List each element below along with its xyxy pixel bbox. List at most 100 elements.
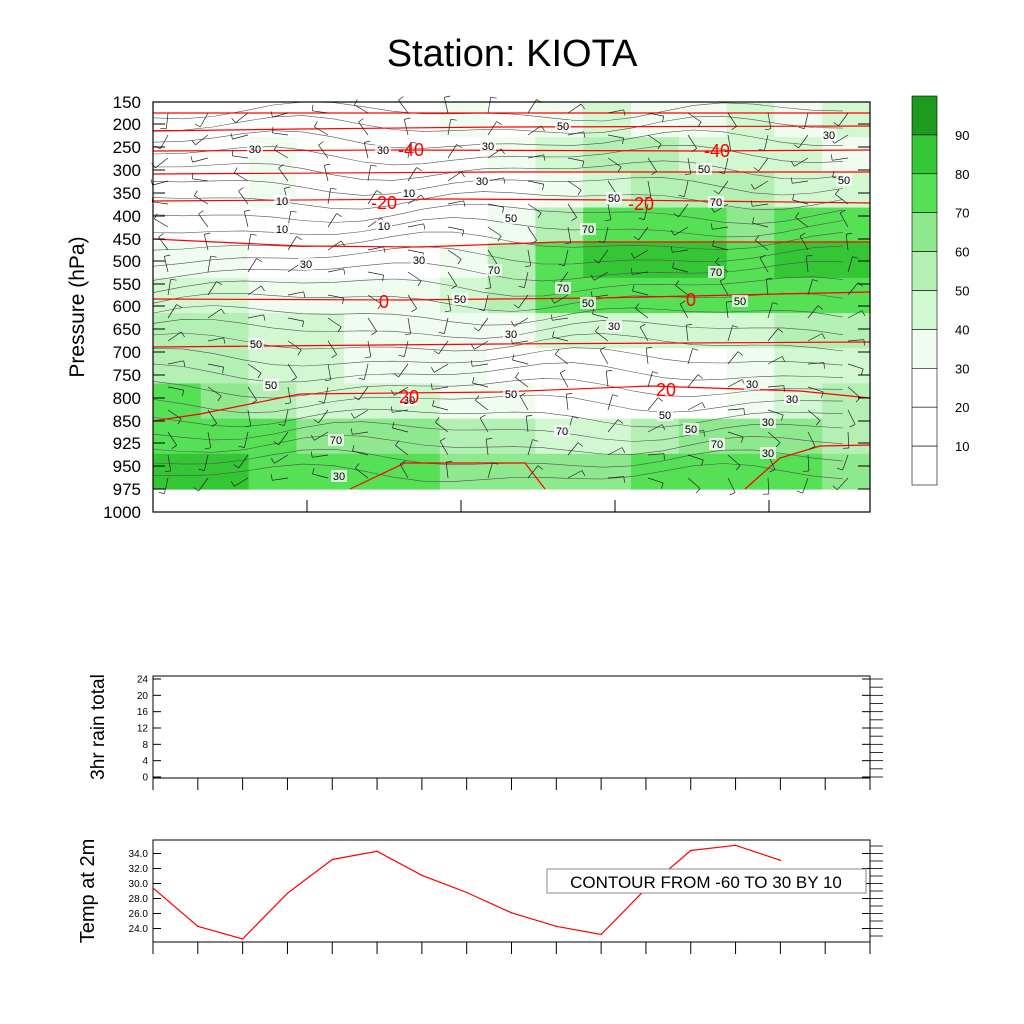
wind-barb bbox=[192, 157, 209, 163]
temp-contour-label: -40 bbox=[398, 140, 424, 160]
wind-barb bbox=[847, 386, 861, 398]
wind-barb bbox=[407, 223, 424, 228]
wind-barb bbox=[607, 203, 612, 220]
colorbar-box bbox=[911, 173, 938, 214]
rh-fill-cell bbox=[200, 348, 250, 385]
rh-fill-cell bbox=[822, 348, 871, 385]
wind-barb-flag bbox=[790, 161, 795, 167]
wind-barb bbox=[632, 290, 649, 296]
wind-barb-flag bbox=[256, 258, 262, 262]
wind-barb bbox=[312, 473, 329, 479]
wind-barb-flag bbox=[313, 121, 318, 127]
wind-barb-flag bbox=[684, 173, 691, 176]
rh-label-bg bbox=[486, 264, 502, 276]
rh-contour-label: 70 bbox=[710, 197, 722, 209]
rh-fill-cell bbox=[344, 242, 393, 279]
wind-barb-flag bbox=[479, 414, 486, 419]
colorbar-box bbox=[911, 251, 938, 291]
temp-point bbox=[779, 859, 782, 862]
wind-barb-flag bbox=[430, 383, 433, 390]
wind-barb-flag bbox=[651, 171, 657, 175]
rh-contour bbox=[152, 421, 844, 442]
wind-barb bbox=[552, 317, 569, 321]
rh-fill-cell bbox=[344, 453, 393, 490]
wind-barb-flag bbox=[606, 370, 613, 372]
wind-barb-flag bbox=[355, 463, 360, 469]
wind-barb bbox=[687, 134, 697, 149]
wind-barb bbox=[518, 294, 529, 309]
rh-label-bg bbox=[683, 423, 699, 435]
temp-contour bbox=[744, 444, 871, 490]
wind-barb bbox=[435, 422, 449, 433]
rh-fill-cell bbox=[392, 418, 441, 455]
wind-barb-flag bbox=[661, 482, 664, 489]
wind-barb bbox=[447, 226, 464, 231]
wind-barb bbox=[167, 386, 184, 391]
temp-contour-label: -20 bbox=[371, 193, 397, 213]
wind-barb bbox=[727, 454, 741, 466]
temp-contour bbox=[152, 238, 870, 248]
rh-fill-cell bbox=[200, 242, 250, 279]
wind-barb-flag bbox=[318, 400, 325, 403]
rain-tick-label: 4 bbox=[142, 756, 148, 767]
temp-contour bbox=[152, 125, 871, 132]
wind-barb-flag bbox=[777, 328, 784, 333]
wind-barb bbox=[443, 97, 449, 114]
temp-point bbox=[197, 925, 199, 928]
wind-barb bbox=[845, 234, 849, 251]
wind-barb-flag bbox=[812, 279, 819, 282]
wind-barb-flag bbox=[836, 467, 843, 471]
wind-barb-flag bbox=[793, 144, 799, 149]
wind-barb-flag bbox=[846, 233, 853, 235]
wind-barb-flag bbox=[435, 417, 440, 423]
wind-barb-flag bbox=[686, 324, 693, 326]
rh-fill-cell bbox=[631, 348, 680, 385]
rh-contour-label: 50 bbox=[838, 175, 850, 187]
wind-barb-flag bbox=[423, 223, 426, 230]
wind-barb-flag bbox=[543, 154, 546, 161]
wind-barb bbox=[367, 294, 382, 305]
wind-barb bbox=[407, 294, 417, 309]
wind-barb bbox=[807, 386, 824, 393]
wind-barb-flag bbox=[230, 133, 233, 140]
colorbar-label: 30 bbox=[955, 361, 969, 376]
wind-barb bbox=[447, 171, 462, 182]
wind-barb-flag bbox=[598, 240, 605, 243]
rh-contour-label: 30 bbox=[333, 471, 345, 483]
wind-barb-flag bbox=[678, 194, 685, 197]
wind-barb bbox=[152, 180, 169, 186]
colorbar-box bbox=[911, 95, 938, 136]
wind-barb bbox=[358, 121, 369, 136]
wind-barb bbox=[838, 112, 849, 127]
wind-barb bbox=[799, 235, 809, 251]
wind-barb bbox=[247, 234, 252, 251]
wind-barb-flag bbox=[710, 223, 713, 230]
wind-barb bbox=[727, 134, 732, 151]
rh-fill-cell bbox=[774, 453, 823, 490]
rh-contour bbox=[152, 408, 844, 428]
rh-fill-cell bbox=[774, 277, 823, 314]
rh-label-bg bbox=[657, 409, 673, 421]
wind-barb-flag bbox=[515, 372, 520, 378]
rh-fill-cell bbox=[774, 348, 823, 385]
wind-barb bbox=[807, 279, 813, 296]
wind-barb-flag bbox=[353, 396, 359, 401]
pressure-tick-label: 400 bbox=[113, 207, 141, 226]
wind-barb bbox=[167, 304, 177, 319]
rh-contour-label: 50 bbox=[505, 213, 517, 225]
wind-barb bbox=[207, 281, 217, 296]
wind-barb bbox=[472, 363, 489, 367]
wind-barb bbox=[687, 374, 699, 388]
wind-barb-flag bbox=[337, 326, 342, 333]
wind-barb-flag bbox=[377, 303, 382, 310]
wind-barb-flag bbox=[623, 476, 625, 483]
rh-fill-cell bbox=[344, 418, 393, 455]
wind-barb-flag bbox=[799, 232, 806, 237]
wind-barb-flag bbox=[638, 217, 645, 220]
wind-barb bbox=[195, 134, 209, 146]
rh-contour-label: 10 bbox=[378, 221, 390, 233]
wind-barb-flag bbox=[313, 419, 319, 424]
wind-barb-flag bbox=[358, 118, 364, 123]
wind-barb-flag bbox=[371, 331, 377, 335]
wind-barb-flag bbox=[191, 139, 196, 146]
